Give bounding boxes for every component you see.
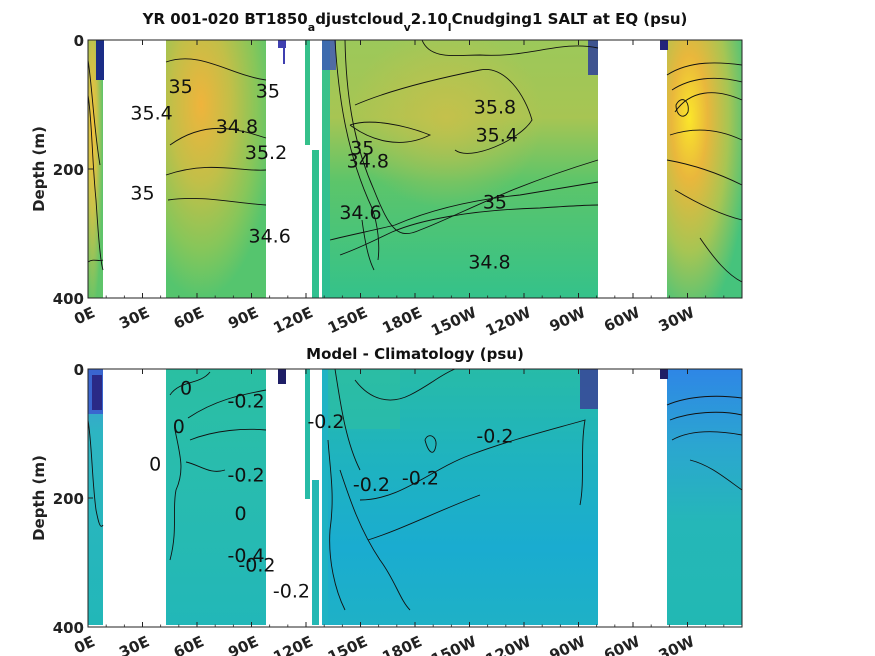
x-tick-label: 30E: [116, 632, 152, 656]
bottom-heatmap-field: 000-0.2-0.2-0.2 -0.2 -0.20-0.4-0.2-0.2-0.2: [88, 369, 742, 625]
bottom-contour-lines: [88, 369, 742, 611]
title-part: v: [404, 21, 412, 34]
x-tick-label: 120E: [270, 303, 315, 337]
contour-label: 34.8: [468, 252, 510, 274]
contour-label: 35: [169, 76, 193, 98]
y-tick-label: 200: [53, 490, 84, 508]
top-y-axis-label: Depth (m): [30, 126, 48, 212]
top-contour-lines: [88, 40, 742, 283]
contour-label: -0.2: [307, 411, 344, 433]
contour-label: 35.2: [245, 142, 287, 164]
contour-label: 35.4: [130, 103, 172, 125]
title-part: l: [448, 21, 452, 34]
x-tick-label: 150W: [428, 632, 479, 656]
x-tick-label: 60W: [601, 632, 643, 656]
contour-label: 0: [180, 377, 192, 399]
contour-label: 0: [235, 503, 247, 525]
y-tick-label: 0: [74, 32, 84, 50]
contour-label: 34.8: [347, 150, 389, 172]
contour-label: 35.4: [476, 124, 518, 146]
bottom-contour-labels: 000-0.2-0.2-0.2 -0.2 -0.20-0.4-0.2-0.2-0.2: [149, 377, 513, 602]
title-part: a: [308, 21, 315, 34]
bottom-panel-title: Model - Climatology (psu): [306, 345, 524, 363]
contour-label: -0.2: [238, 555, 275, 577]
title-part: Cnudging1 SALT at EQ (psu): [452, 10, 688, 28]
contour-label: -0.4: [228, 545, 265, 567]
contour-label: -0.2: [228, 464, 265, 486]
contour-label: 0: [173, 416, 185, 438]
contour-label: 34.8: [216, 116, 258, 138]
x-tick-label: 120E: [270, 632, 315, 656]
x-tick-label: 90E: [225, 632, 261, 656]
x-tick-label: 150E: [325, 303, 370, 337]
top-panel-title: YR 001-020 BT1850adjustcloudv2.10lCnudgi…: [142, 10, 688, 34]
contour-label: -0.2: [402, 468, 439, 490]
y-tick-label: 0: [74, 361, 84, 379]
y-tick-label: 400: [53, 619, 84, 637]
x-tick-label: 60E: [171, 303, 207, 332]
x-tick-label: 30W: [656, 303, 698, 335]
y-tick-label: 400: [53, 290, 84, 308]
contour-label: 35: [483, 192, 507, 214]
bottom-panel: Model - Climatology (psu): [30, 345, 743, 656]
x-tick-label: 120W: [483, 632, 534, 656]
contour-label: 34.6: [249, 226, 291, 248]
x-tick-label: 60E: [171, 632, 207, 656]
x-tick-label: 90W: [547, 632, 589, 656]
contour-label: -0.2: [353, 474, 390, 496]
x-tick-label: 30E: [116, 303, 152, 332]
title-part: YR 001-020 BT1850: [142, 10, 308, 28]
contour-label: -0.2: [476, 426, 513, 448]
x-tick-label: 90W: [547, 303, 589, 335]
contour-label: 35: [256, 81, 280, 103]
contour-label: 34.6: [339, 202, 381, 224]
contour-label: 35.8: [474, 97, 516, 119]
contour-label: -0.2: [273, 581, 310, 603]
x-tick-label: 150W: [428, 303, 479, 340]
y-tick-label: 200: [53, 161, 84, 179]
contour-label: 35: [350, 137, 374, 159]
contour-label: 35: [130, 183, 154, 205]
bottom-y-axis-label: Depth (m): [30, 455, 48, 541]
x-tick-label: 180E: [379, 303, 424, 337]
x-tick-label: 150E: [325, 632, 370, 656]
contour-label: 0: [149, 453, 161, 475]
x-tick-label: 90E: [225, 303, 261, 332]
x-tick-label: 60W: [601, 303, 643, 335]
top-panel: YR 001-020 BT1850adjustcloudv2.10lCnudgi…: [30, 10, 743, 340]
contour-label: -0.2: [228, 390, 265, 412]
x-tick-label: 180E: [379, 632, 424, 656]
title-part: 2.10: [411, 10, 448, 28]
x-tick-label: 30W: [656, 632, 698, 656]
x-tick-label: 120W: [483, 303, 534, 340]
title-part: djustcloud: [315, 10, 403, 28]
x-tick-label: 0E: [71, 632, 97, 656]
